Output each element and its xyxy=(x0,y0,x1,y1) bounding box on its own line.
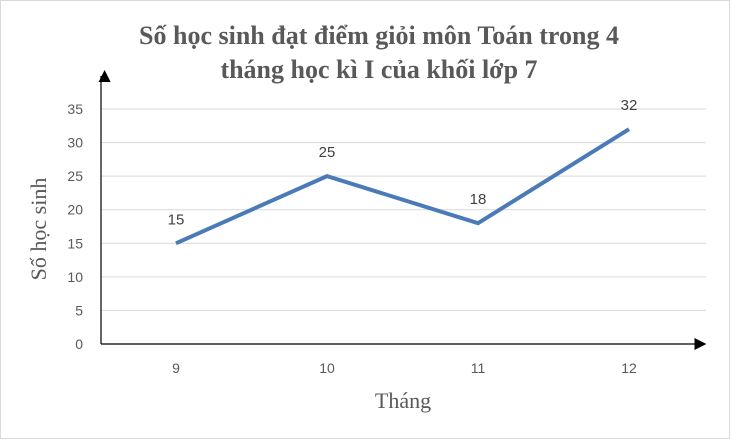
y-tick-label: 10 xyxy=(67,269,83,285)
y-tick-label: 35 xyxy=(67,101,83,117)
x-tick-label: 10 xyxy=(319,360,335,376)
y-tick-label: 30 xyxy=(67,135,83,151)
x-tick-label: 11 xyxy=(471,360,486,376)
chart-title-line-1: Số học sinh đạt điểm giỏi môn Toán trong… xyxy=(139,21,619,50)
x-tick-label: 12 xyxy=(621,360,637,376)
y-tick-label: 25 xyxy=(67,168,83,184)
data-label: 32 xyxy=(621,97,638,114)
data-label: 25 xyxy=(319,144,336,161)
data-labels: 15 25 18 32 xyxy=(168,97,638,228)
x-axis-ticks: 9 10 11 12 xyxy=(172,360,637,376)
y-tick-label: 5 xyxy=(75,302,83,318)
data-label: 15 xyxy=(168,211,185,228)
x-axis-label: Tháng xyxy=(375,388,431,413)
y-tick-label: 0 xyxy=(75,336,83,352)
y-axis-ticks: 0 5 10 15 20 25 30 35 xyxy=(67,101,83,352)
data-label: 18 xyxy=(470,191,487,208)
grid-lines xyxy=(101,108,706,311)
y-tick-label: 15 xyxy=(67,235,83,251)
series-line xyxy=(175,127,631,246)
chart-title-line-2: tháng học kì I của khối lớp 7 xyxy=(220,55,537,84)
y-tick-label: 20 xyxy=(67,202,83,218)
x-tick-label: 9 xyxy=(172,360,180,376)
y-axis-label: Số học sinh xyxy=(26,178,51,281)
